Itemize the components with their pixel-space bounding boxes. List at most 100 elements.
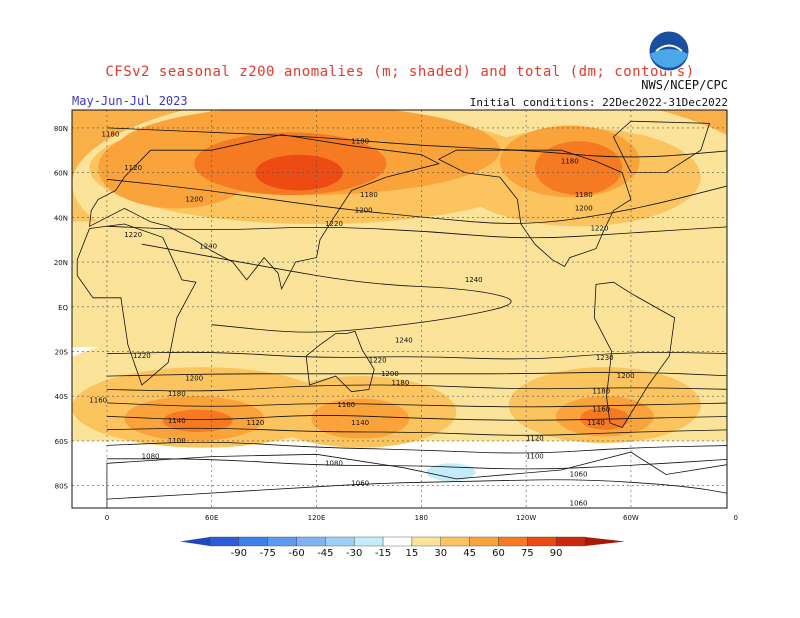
contour-label-1: 1120	[124, 164, 142, 172]
contour-label-0: 1180	[102, 131, 120, 139]
contour-label-29: 1140	[587, 419, 605, 427]
colorbar-label-2: -60	[288, 548, 304, 559]
contour-label-17: 1230	[596, 354, 614, 362]
contour-label-21: 1200	[617, 372, 635, 380]
colorbar-label-6: 15	[406, 548, 419, 559]
colorbar-seg-pos60	[498, 536, 528, 547]
contour-label-4: 1240	[199, 242, 217, 250]
lat-label-4: EQ	[58, 304, 68, 312]
colorbar-label-9: 60	[492, 548, 505, 559]
contour-label-10: 1180	[575, 191, 593, 199]
contour-1060-12	[106, 479, 727, 500]
contour-label-16: 1220	[369, 356, 387, 364]
lon-label-1: 60E	[205, 514, 218, 522]
colorbar-label-1: -75	[260, 548, 276, 559]
contour-label-2: 1200	[185, 195, 203, 203]
contour-label-7: 1200	[355, 207, 373, 215]
anomaly-blob-9	[72, 228, 727, 341]
contour-label-26: 1140	[168, 417, 186, 425]
lat-label-0: 80N	[54, 125, 68, 133]
lat-label-5: 20S	[55, 348, 69, 356]
colorbar-seg-neg45	[296, 536, 326, 547]
contour-label-30: 1100	[168, 437, 186, 445]
colorbar-left-arrow	[180, 537, 210, 546]
contour-label-35: 1060	[570, 470, 588, 478]
contour-1160-7	[106, 402, 727, 408]
chart-title: CFSv2 seasonal z200 anomalies (m; shaded…	[105, 64, 695, 80]
colorbar-label-10: 75	[521, 548, 534, 559]
lat-label-3: 20N	[54, 259, 68, 267]
contour-label-36: 1060	[351, 479, 369, 487]
longitude-labels: 0 60E 120E 180 120W 60W 0	[105, 514, 738, 522]
anomaly-blob-7	[534, 141, 623, 195]
colorbar-seg-pos45	[469, 536, 499, 547]
contour-label-9: 1180	[561, 157, 579, 165]
colorbar-label-0: -90	[231, 548, 247, 559]
contour-label-19: 1200	[381, 370, 399, 378]
coastlines	[76, 120, 727, 508]
anomaly-shading	[72, 110, 727, 482]
noaa-logo-icon	[648, 30, 690, 72]
contour-label-23: 1180	[592, 388, 610, 396]
colorbar-label-11: 90	[550, 548, 563, 559]
lat-label-7: 60S	[55, 438, 69, 446]
colorbar-seg-pos90	[555, 536, 586, 547]
continent-2	[305, 330, 375, 393]
colorbar-label-7: 30	[434, 548, 447, 559]
anomaly-blob-19	[426, 463, 476, 482]
lat-label-1: 60N	[54, 170, 68, 178]
contour-label-28: 1140	[351, 419, 369, 427]
colorbar: -90 -75 -60 -45 -30 -15 15 30 45 60 75 90	[180, 536, 625, 559]
lat-label-2: 40N	[54, 214, 68, 222]
contour-label-31: 1120	[526, 435, 544, 443]
contour-label-12: 1220	[591, 225, 609, 233]
colorbar-seg-pos75	[527, 536, 557, 547]
colorbar-label-8: 45	[463, 548, 476, 559]
contour-label-5: 1180	[351, 137, 369, 145]
graticule	[72, 110, 727, 508]
colorbar-seg-neutral	[382, 536, 413, 547]
z200-contours	[106, 127, 727, 500]
contour-1220-4	[106, 351, 727, 360]
colorbar-seg-neg30	[325, 536, 355, 547]
continent-0	[76, 223, 197, 386]
latitude-labels: 80N 60N 40N 20N EQ 20S 40S 60S 80S	[54, 125, 69, 491]
contour-label-34: 1080	[325, 459, 343, 467]
anomaly-blob-15	[311, 398, 410, 439]
contour-1180-6	[106, 384, 727, 392]
contour-1100-10	[106, 441, 727, 454]
lon-label-2: 120E	[308, 514, 326, 522]
initial-conditions: Initial conditions: 22Dec2022-31Dec2022	[469, 96, 728, 109]
anomaly-blob-17	[162, 409, 233, 432]
anomaly-blob-8	[255, 154, 343, 191]
contour-label-32: 1100	[526, 453, 544, 461]
anomaly-blob-18	[580, 407, 630, 430]
contour-label-3: 1220	[124, 231, 142, 239]
contour-label-14: 1240	[395, 336, 413, 344]
contour-label-11: 1200	[575, 204, 593, 212]
contour-label-25: 1160	[592, 406, 610, 414]
lon-label-5: 60W	[623, 514, 639, 522]
forecast-period: May-Jun-Jul 2023	[72, 94, 188, 108]
contour-label-20: 1180	[391, 379, 409, 387]
colorbar-seg-neg15	[354, 536, 384, 547]
continent-3	[437, 149, 632, 268]
organization-label: NWS/NCEP/CPC	[641, 78, 728, 92]
colorbar-label-4: -30	[346, 548, 362, 559]
colorbar-seg-neg60	[267, 536, 297, 547]
map-frame	[71, 109, 728, 509]
lon-label-3: 180	[415, 514, 428, 522]
contour-labels: 1180112012001220124011801180120012201180…	[89, 131, 635, 508]
colorbar-label-5: -15	[375, 548, 391, 559]
contour-label-22: 1180	[168, 390, 186, 398]
colorbar-seg-neg90	[209, 536, 240, 547]
colorbar-right-arrow	[585, 537, 625, 546]
contour-label-37: 1060	[570, 500, 588, 508]
continent-1	[89, 134, 440, 291]
contour-label-38: 1160	[89, 397, 107, 405]
colorbar-seg-pos30	[440, 536, 470, 547]
colorbar-label-3: -45	[317, 548, 333, 559]
lon-label-6: 0	[733, 514, 737, 522]
contour-label-6: 1180	[360, 191, 378, 199]
